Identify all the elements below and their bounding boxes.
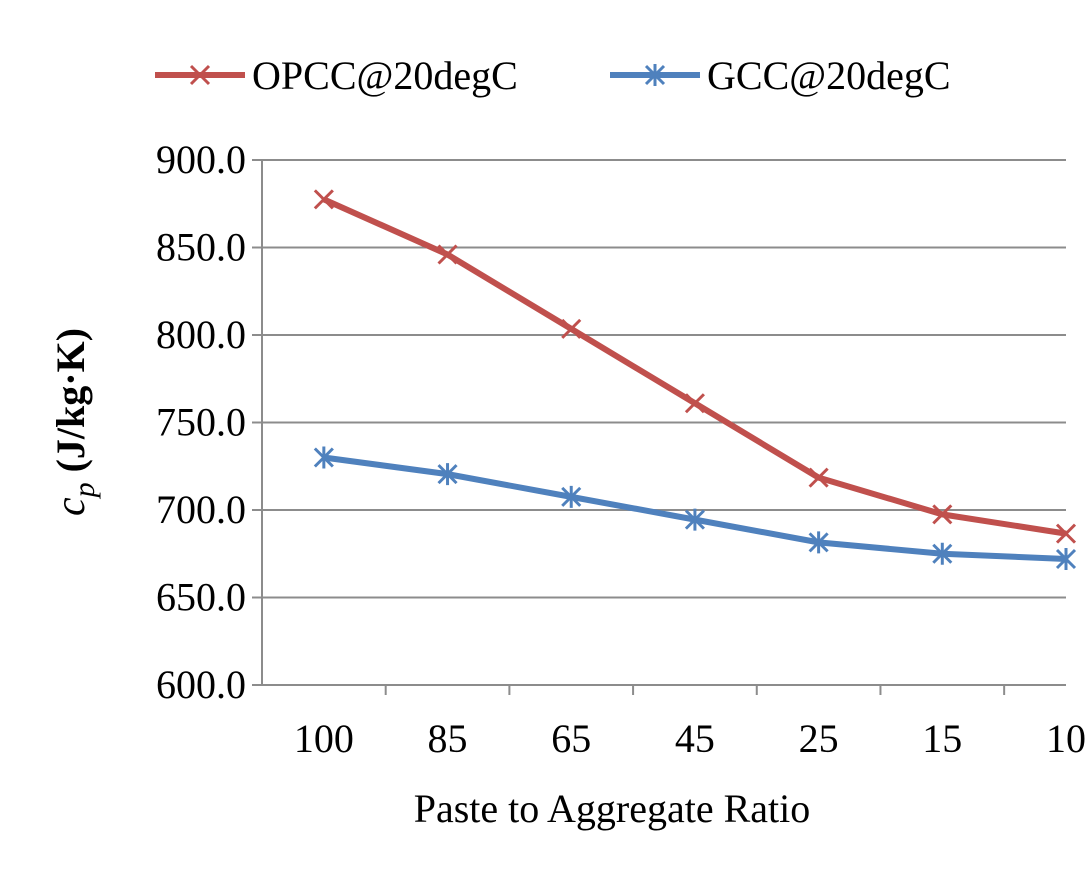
data-point xyxy=(684,508,705,531)
y-tick-label: 750.0 xyxy=(156,400,246,445)
legend-label: OPCC@20degC xyxy=(252,53,518,98)
data-point xyxy=(1055,523,1077,544)
data-point xyxy=(684,393,705,414)
y-axis-units: (J/kg·K) xyxy=(48,328,93,472)
data-point xyxy=(561,485,582,508)
y-tick-label: 850.0 xyxy=(156,225,246,270)
legend: OPCC@20degC GCC@20degC xyxy=(155,53,951,98)
axes xyxy=(252,159,1066,695)
x-tick-label: 45 xyxy=(675,716,715,761)
legend-item: OPCC@20degC xyxy=(155,53,518,98)
series-1 xyxy=(313,189,1077,544)
y-tick-label: 650.0 xyxy=(156,575,246,620)
y-axis-subscript: p xyxy=(68,482,101,499)
data-point xyxy=(561,318,582,339)
data-point xyxy=(932,504,953,525)
series-line xyxy=(322,196,1067,537)
y-tick-label: 700.0 xyxy=(156,487,246,532)
data-point xyxy=(437,463,458,486)
x-tick-label: 85 xyxy=(428,716,468,761)
y-axis-title: cp (J/kg·K) xyxy=(48,328,101,516)
x-tick-label: 100 xyxy=(294,716,354,761)
data-point xyxy=(313,446,334,469)
y-tick-label: 800.0 xyxy=(156,312,246,357)
series-line xyxy=(323,454,1067,562)
x-tick-label: 15 xyxy=(922,716,962,761)
data-point xyxy=(1055,548,1077,570)
legend-label: GCC@20degC xyxy=(707,53,951,98)
x-tick-label: 25 xyxy=(799,716,839,761)
data-point xyxy=(932,542,953,565)
data-point xyxy=(437,244,458,265)
data-point xyxy=(808,467,829,488)
y-tick-labels: 600.0 650.0 700.0 750.0 800.0 850.0 900.0 xyxy=(156,137,246,707)
data-point xyxy=(313,189,334,210)
y-axis-symbol: c xyxy=(48,497,94,516)
x-tick-label: 65 xyxy=(551,716,591,761)
y-tick-label: 900.0 xyxy=(156,137,246,182)
x-axis-title: Paste to Aggregate Ratio xyxy=(414,786,811,831)
legend-item: GCC@20degC xyxy=(610,53,951,98)
series-layer xyxy=(313,189,1077,570)
data-point xyxy=(808,531,829,554)
y-tick-label: 600.0 xyxy=(156,662,246,707)
x-tick-label: 10 xyxy=(1046,716,1086,761)
series-2 xyxy=(313,446,1077,570)
x-tick-labels: 100 85 65 45 25 15 10 xyxy=(294,716,1086,761)
